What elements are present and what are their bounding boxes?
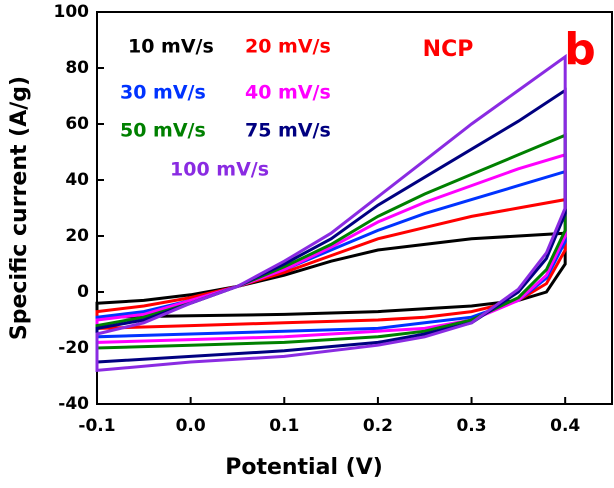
x-tick-label: 0.4 — [550, 416, 580, 436]
cv-curve — [95, 53, 567, 373]
plot-frame — [96, 11, 613, 405]
legend-entry: 20 mV/s — [245, 36, 331, 58]
legend-entry: 100 mV/s — [170, 159, 269, 181]
legend-entry: 30 mV/s — [120, 82, 206, 104]
legend-entry: 50 mV/s — [120, 120, 206, 142]
legend-entry: 40 mV/s — [245, 82, 331, 104]
y-tick-label: 40 — [65, 170, 89, 190]
y-tick-label: 0 — [77, 282, 89, 302]
y-tick-label: 60 — [65, 114, 89, 134]
y-tick-label: 100 — [54, 2, 90, 22]
y-axis-label: Specific current (A/g) — [7, 76, 32, 340]
y-tick-label: -20 — [58, 338, 89, 358]
y-tick-label: 80 — [65, 58, 89, 78]
x-tick-label: 0.1 — [269, 416, 299, 436]
x-tick-label: 0.0 — [176, 416, 206, 436]
legend-entry: 75 mV/s — [245, 120, 331, 142]
x-tick-label: -0.1 — [78, 416, 115, 436]
x-tick-label: 0.2 — [363, 416, 393, 436]
x-tick-label: 0.3 — [456, 416, 486, 436]
x-axis-label: Potential (V) — [225, 455, 383, 480]
legend-entry: 10 mV/s — [128, 36, 214, 58]
annotation: NCP — [423, 37, 474, 62]
y-tick-label: -40 — [58, 394, 89, 414]
y-tick-label: 20 — [65, 226, 89, 246]
panel-label: b — [564, 24, 596, 75]
